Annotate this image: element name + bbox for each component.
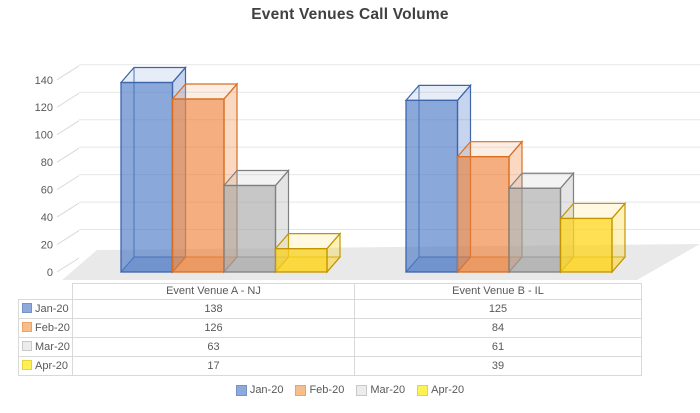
value-cell: 138 xyxy=(72,299,355,319)
table-header-row: Event Venue A - NJ Event Venue B - IL xyxy=(18,283,642,300)
value-cell: 61 xyxy=(354,337,642,357)
series-key-cell: Jan-20 xyxy=(18,299,73,319)
table-row: Feb-20 126 84 xyxy=(18,318,642,338)
series-label: Feb-20 xyxy=(35,322,70,334)
legend-label: Jan-20 xyxy=(249,384,284,396)
bar-Mar-20-A xyxy=(222,168,290,274)
series-key-cell: Mar-20 xyxy=(18,337,73,357)
y-tick-label: 60 xyxy=(41,185,53,197)
y-axis: 0 20 40 60 80 100 120 140 xyxy=(35,65,80,279)
series-swatch-icon xyxy=(22,360,32,370)
legend-label: Feb-20 xyxy=(309,384,345,396)
plot-area-3d: 0 20 40 60 80 100 120 140 xyxy=(35,64,700,280)
value-cell: 125 xyxy=(354,299,642,319)
bar-Apr-20-B xyxy=(559,201,627,274)
bar-Apr-20-A xyxy=(274,232,342,274)
table-header-category-b: Event Venue B - IL xyxy=(354,283,642,300)
series-swatch-icon xyxy=(22,303,32,313)
y-tick-label: 140 xyxy=(35,75,53,87)
table-row: Mar-20 63 61 xyxy=(18,337,642,357)
bar-Feb-20-B xyxy=(456,140,524,274)
value-cell: 126 xyxy=(72,318,355,338)
table-header-category-a: Event Venue A - NJ xyxy=(72,283,355,300)
series-label: Mar-20 xyxy=(35,341,70,353)
value-cell: 39 xyxy=(354,356,642,376)
value-cell: 84 xyxy=(354,318,642,338)
chart-legend: Jan-20 Feb-20 Mar-20 Apr-20 xyxy=(0,382,700,398)
value-cell: 17 xyxy=(72,356,355,376)
series-swatch-icon xyxy=(22,341,32,351)
series-key-cell: Feb-20 xyxy=(18,318,73,338)
y-tick-label: 20 xyxy=(41,240,53,252)
legend-item: Feb-20 xyxy=(295,384,344,396)
y-tick-label: 120 xyxy=(35,102,53,114)
table-row: Jan-20 138 125 xyxy=(18,299,642,319)
legend-label: Mar-20 xyxy=(370,384,406,396)
legend-label: Apr-20 xyxy=(431,384,465,396)
legend-swatch-icon xyxy=(417,384,429,396)
legend-item: Apr-20 xyxy=(417,384,464,396)
y-tick-label: 40 xyxy=(41,212,53,224)
table-row: Apr-20 17 39 xyxy=(18,356,642,376)
legend-swatch-icon xyxy=(356,384,368,396)
series-swatch-icon xyxy=(22,322,32,332)
bar-group-1 xyxy=(404,83,627,274)
chart-title: Event Venues Call Volume xyxy=(251,6,449,23)
legend-swatch-icon xyxy=(295,384,307,396)
series-label: Apr-20 xyxy=(35,360,69,372)
y-tick-label: 0 xyxy=(47,267,53,279)
y-tick-label: 100 xyxy=(35,130,53,142)
series-key-cell: Apr-20 xyxy=(18,356,73,376)
bar-group-0 xyxy=(119,65,342,274)
y-tick-label: 80 xyxy=(41,157,53,169)
series-label: Jan-20 xyxy=(35,303,69,315)
legend-swatch-icon xyxy=(235,384,247,396)
legend-item: Mar-20 xyxy=(356,384,405,396)
data-table: Event Venue A - NJ Event Venue B - IL Ja… xyxy=(18,283,642,376)
legend-item: Jan-20 xyxy=(235,384,284,396)
value-cell: 63 xyxy=(72,337,355,357)
table-corner-cell xyxy=(18,283,73,300)
